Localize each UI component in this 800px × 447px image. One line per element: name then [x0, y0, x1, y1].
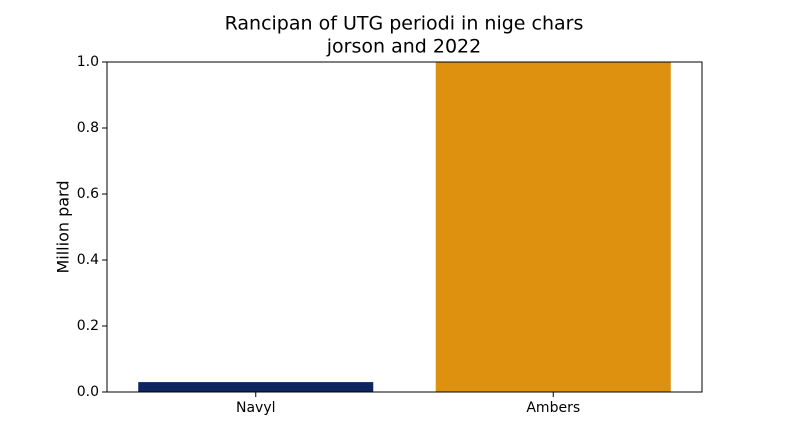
y-tick-label: 0.0 [77, 384, 99, 400]
plot-frame [106, 61, 703, 393]
x-tick-label: Ambers [526, 400, 580, 416]
chart-title: Rancipan of UTG periodi in nige chars [225, 13, 584, 35]
y-tick-label: 0.2 [77, 318, 99, 334]
bar [138, 382, 374, 392]
y-tick-label: 0.4 [77, 252, 99, 268]
y-tick-label: 0.6 [77, 186, 99, 202]
y-axis-label: Million pard [54, 180, 73, 273]
x-tick-label: Navyl [236, 400, 276, 416]
y-tick-label: 0.8 [77, 120, 99, 136]
bar [435, 62, 671, 392]
y-tick-label: 1.0 [77, 54, 99, 70]
chart-title: jorson and 2022 [326, 36, 481, 58]
